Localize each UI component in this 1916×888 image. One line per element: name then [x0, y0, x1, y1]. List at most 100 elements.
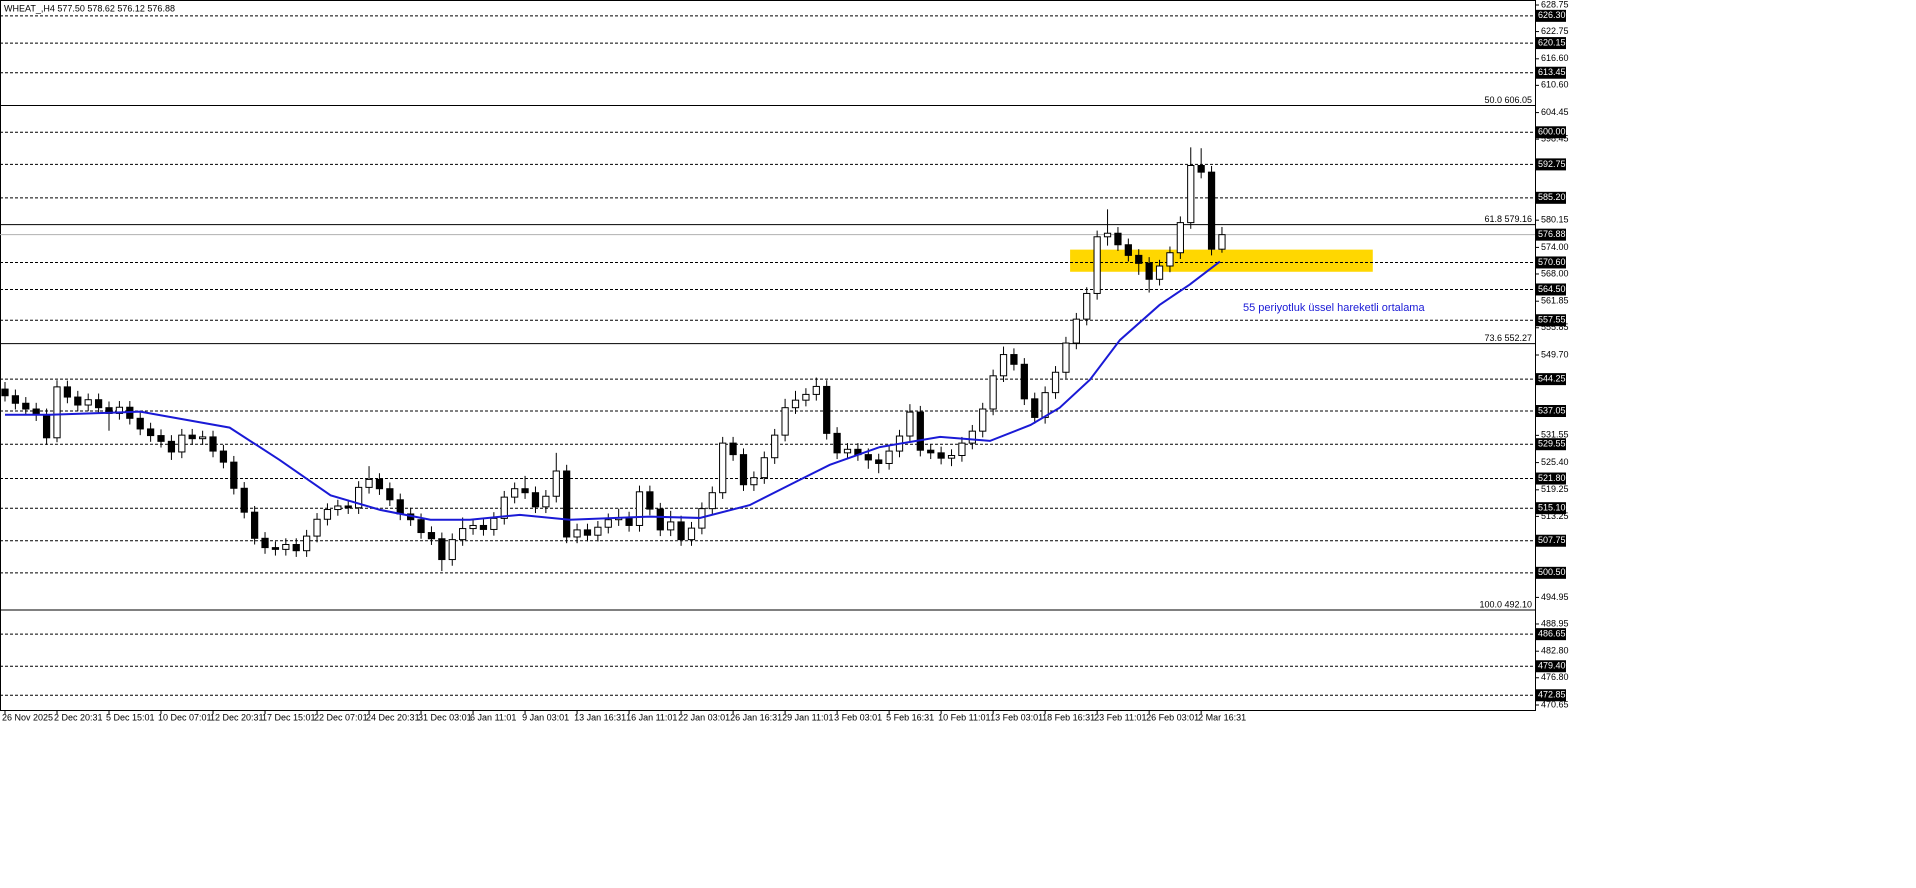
level-label: 557.55 — [1538, 315, 1566, 325]
y-tick-label: 476.80 — [1541, 672, 1569, 682]
candle-body — [833, 432, 841, 454]
level-label: 620.15 — [1538, 37, 1566, 47]
level-box — [1536, 126, 1566, 139]
level-label: 500.50 — [1538, 567, 1566, 577]
fib-label: 73.6 552.27 — [1484, 333, 1532, 343]
y-tick-label: 531.55 — [1541, 430, 1569, 440]
level-box — [1536, 502, 1566, 515]
level-label: 600.00 — [1538, 127, 1566, 137]
candle-body — [1072, 318, 1080, 344]
fib-label: 50.0 606.05 — [1484, 95, 1532, 105]
candle-body — [989, 375, 997, 410]
level-box — [1536, 66, 1566, 79]
candle-body — [386, 488, 394, 501]
candle-body — [230, 461, 238, 489]
candle-body — [198, 436, 207, 440]
y-tick-label: 482.80 — [1541, 646, 1569, 656]
candle-body — [209, 436, 217, 452]
candle-body — [677, 521, 685, 541]
chart-title: WHEAT_,H4 577.50 578.62 576.12 576.88 — [4, 3, 175, 13]
x-tick-label: 29 Jan 11:01 — [782, 712, 833, 722]
y-tick-label: 513.25 — [1541, 511, 1569, 521]
ema-annotation: 55 periyotluk üssel hareketli ortalama — [1243, 302, 1425, 314]
candle-body — [313, 518, 321, 537]
x-tick-label: 2 Mar 16:31 — [1198, 712, 1246, 722]
level-box — [1536, 314, 1566, 327]
x-tick-label: 9 Jan 03:01 — [522, 712, 569, 722]
candle-body — [1093, 236, 1101, 294]
level-label: 537.05 — [1538, 405, 1566, 415]
candle-body — [1083, 292, 1091, 320]
y-tick-label: 574.00 — [1541, 242, 1569, 252]
x-tick-label: 10 Dec 07:01 — [158, 712, 212, 722]
candle-body — [729, 442, 737, 456]
candle-body — [53, 386, 61, 439]
candle-body — [396, 499, 404, 515]
candle-body — [885, 450, 893, 464]
candle-body — [1218, 234, 1226, 250]
candle-body — [292, 544, 300, 552]
candle-body — [94, 399, 103, 409]
candle-body — [646, 491, 654, 510]
y-tick-label: 604.45 — [1541, 107, 1569, 117]
current-price-box — [1536, 228, 1566, 241]
y-tick-label: 519.25 — [1541, 484, 1569, 494]
y-tick-label: 628.75 — [1541, 0, 1569, 9]
y-tick-label: 470.65 — [1541, 699, 1569, 709]
candle-body — [1103, 232, 1112, 238]
y-tick-label: 598.45 — [1541, 134, 1569, 144]
candle-body — [739, 454, 748, 486]
x-tick-label: 5 Feb 16:31 — [886, 712, 934, 722]
candle-body — [1124, 244, 1132, 256]
level-label: 472.85 — [1538, 690, 1566, 700]
level-box — [1536, 9, 1566, 22]
candle-body — [1041, 392, 1049, 418]
candle-body — [303, 535, 311, 552]
candle-body — [1187, 164, 1195, 224]
x-tick-label: 24 Dec 20:31 — [366, 712, 420, 722]
candle-body — [323, 509, 332, 520]
x-tick-label: 26 Nov 2025 — [2, 712, 53, 722]
candle-body — [1031, 398, 1039, 418]
x-tick-label: 6 Jan 11:01 — [470, 712, 516, 722]
candle-body — [479, 524, 488, 530]
candle-body — [1155, 265, 1164, 280]
candle-body — [240, 487, 248, 513]
y-tick-label: 561.85 — [1541, 296, 1569, 306]
candle-body — [178, 434, 186, 453]
x-tick-label: 26 Jan 16:31 — [730, 712, 782, 722]
candle-body — [823, 385, 831, 434]
y-tick-label: 616.60 — [1541, 53, 1569, 63]
x-tick-label: 26 Feb 03:01 — [1146, 712, 1199, 722]
candle-body — [157, 435, 165, 442]
candle-body — [771, 434, 779, 459]
candle-body — [469, 524, 477, 530]
level-box — [1536, 438, 1566, 451]
y-tick-label: 622.75 — [1541, 26, 1569, 36]
level-label: 592.75 — [1538, 159, 1566, 169]
candle-body — [115, 406, 124, 414]
candle-body — [531, 492, 540, 508]
candle-body — [1010, 354, 1018, 365]
level-label: 613.45 — [1538, 67, 1566, 77]
candle-body — [542, 495, 550, 508]
candle-body — [916, 411, 924, 451]
candle-body — [1, 388, 9, 397]
level-label: 626.30 — [1538, 10, 1566, 20]
candle-body — [552, 470, 560, 497]
support-zone — [1070, 249, 1373, 272]
candle-body — [781, 407, 789, 436]
x-tick-label: 22 Dec 07:01 — [314, 712, 368, 722]
candle-body — [750, 477, 758, 486]
level-label: 479.40 — [1538, 661, 1566, 671]
candle-body — [271, 547, 280, 550]
x-tick-label: 12 Dec 20:31 — [210, 712, 264, 722]
candle-body — [490, 517, 498, 530]
candle-body — [459, 528, 467, 541]
y-tick-label: 525.40 — [1541, 457, 1569, 467]
candle-body — [968, 430, 976, 444]
candle-body — [937, 452, 945, 459]
candle-body — [906, 411, 914, 437]
y-tick-label: 488.95 — [1541, 618, 1569, 628]
